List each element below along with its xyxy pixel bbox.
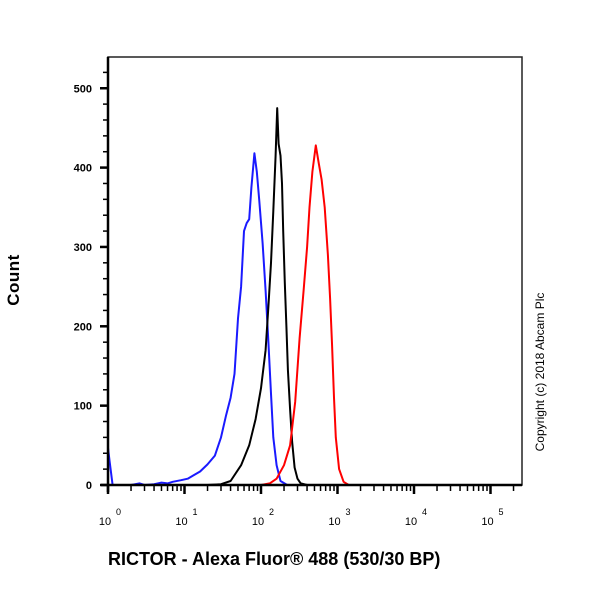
y-tick-label: 0 xyxy=(86,480,92,492)
plot-frame xyxy=(107,56,523,486)
x-tick-exponent: 2 xyxy=(269,507,274,517)
y-tick-label: 500 xyxy=(74,83,92,95)
x-tick-label: 10 xyxy=(405,516,417,528)
x-axis-label: RICTOR - Alexa Fluor® 488 (530/30 BP) xyxy=(108,549,441,569)
y-tick-label: 300 xyxy=(74,242,92,254)
x-tick-exponent: 5 xyxy=(499,507,504,517)
histogram-curve-black xyxy=(108,107,522,486)
x-tick-label: 10 xyxy=(175,516,187,528)
x-tick-exponent: 0 xyxy=(116,507,121,517)
x-tick-label: 10 xyxy=(99,516,111,528)
copyright-notice: Copyright (c) 2018 Abcam Plc xyxy=(533,292,547,452)
x-tick-label: 10 xyxy=(481,516,493,528)
y-tick-label: 200 xyxy=(74,321,92,333)
x-tick-label: 10 xyxy=(252,516,264,528)
y-axis-label: Count xyxy=(4,254,23,306)
y-tick-label: 400 xyxy=(74,163,92,175)
x-tick-exponent: 1 xyxy=(193,507,198,517)
x-tick-label: 10 xyxy=(328,516,340,528)
y-tick-label: 100 xyxy=(74,401,92,413)
x-tick-exponent: 4 xyxy=(422,507,427,517)
histogram-curve-red xyxy=(108,144,522,486)
x-tick-exponent: 3 xyxy=(346,507,351,517)
